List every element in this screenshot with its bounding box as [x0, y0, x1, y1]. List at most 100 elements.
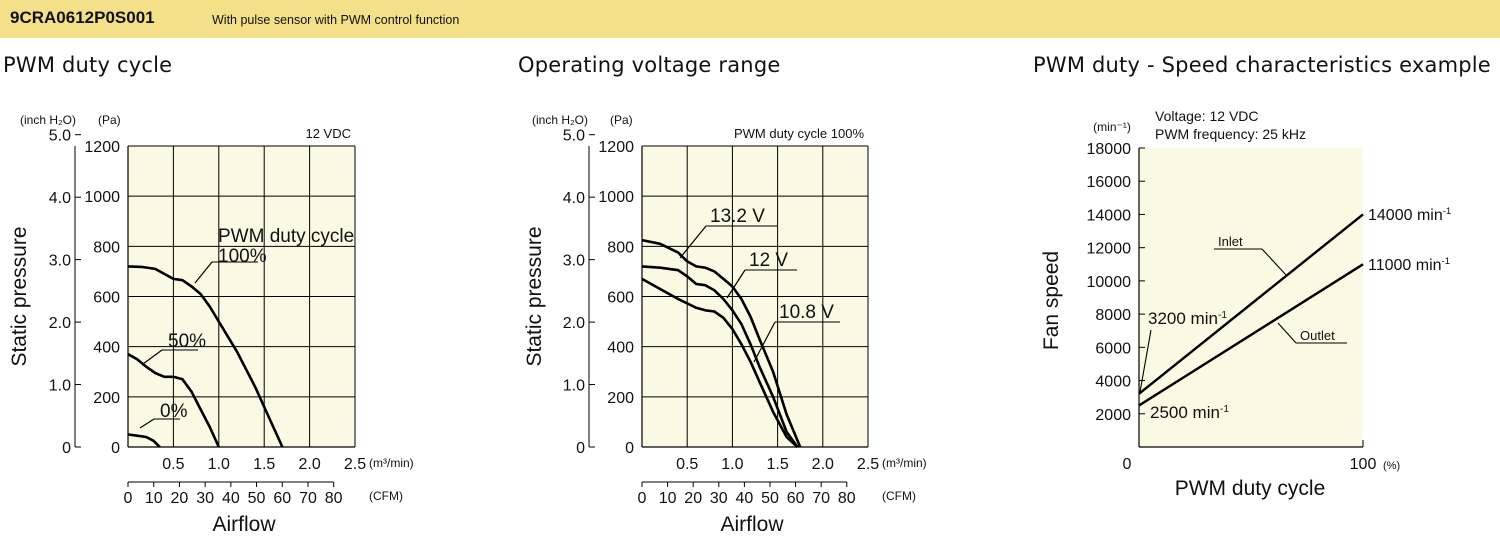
c1-x-tick-label: 2.5	[857, 456, 879, 473]
c2-y-tick-label: 2000	[1095, 407, 1131, 424]
c0-legend-heading: PWM duty cycle	[218, 226, 354, 247]
c1-y-axis-title: Static pressure	[523, 226, 546, 366]
c2-y-tick-label: 18000	[1087, 141, 1132, 158]
c1-y2-tick-label: 2.0	[563, 315, 585, 332]
c1-series-label-0: 13.2 V	[710, 206, 765, 227]
c1-x-axis-title: Airflow	[720, 513, 784, 536]
c2-label-leader	[1261, 248, 1288, 277]
c2-series-label-0: Inlet	[1218, 234, 1243, 249]
c0-y-axis-title: Static pressure	[8, 226, 31, 366]
c1-x-tick-label: 1.0	[721, 456, 743, 473]
c1-x-unit-label: (m³/min)	[882, 456, 927, 470]
c2-condition-label: PWM frequency: 25 kHz	[1155, 126, 1306, 142]
c0-x-unit-label: (m³/min)	[369, 456, 414, 470]
c1-y-tick-label: 0	[625, 440, 634, 457]
c1-x2-tick-label: 40	[735, 490, 753, 507]
c1-x2-tick-label: 10	[659, 490, 677, 507]
model-number: 9CRA0612P0S001	[10, 8, 155, 27]
c2-label-leader	[1277, 322, 1297, 344]
c2-x-tick-label: 100	[1350, 456, 1377, 473]
c0-y2-tick-label: 0	[62, 440, 71, 457]
c0-y-tick-label: 1000	[84, 189, 120, 206]
c0-x2-tick-label: 80	[325, 490, 343, 507]
c0-x-tick-label: 2.0	[298, 456, 320, 473]
c2-series-label-1: Outlet	[1300, 328, 1335, 343]
c1-x2-unit-label: (CFM)	[882, 489, 916, 503]
c0-label-leader	[142, 349, 163, 365]
c2-annotation-end-inlet: 14000 min-1	[1368, 206, 1451, 224]
c1-label-leader	[753, 321, 776, 363]
c0-condition-label: 12 VDC	[305, 126, 351, 141]
c2-y-tick-label: 4000	[1095, 374, 1131, 391]
c1-y-unit-label: (Pa)	[610, 113, 633, 127]
c0-x-tick-label: 1.0	[208, 456, 230, 473]
c0-x2-tick-label: 20	[171, 490, 189, 507]
c0-y-tick-label: 1200	[84, 139, 120, 156]
c0-y2-tick-label: 3.0	[49, 253, 71, 270]
c2-series-line-1	[1138, 263, 1364, 407]
c0-y-tick-label: 200	[93, 390, 120, 407]
c0-y-unit-label: (Pa)	[98, 113, 121, 127]
c1-x-tick-label: 1.5	[766, 456, 788, 473]
c1-y-tick-label: 200	[607, 390, 634, 407]
c1-series-label-1: 12 V	[749, 250, 788, 271]
c1-x2-tick-label: 30	[710, 490, 728, 507]
c2-y-tick-label: 6000	[1095, 340, 1131, 357]
c2-annotation-end-outlet: 11000 min-1	[1368, 256, 1450, 274]
c1-y-tick-label: 1000	[598, 189, 634, 206]
c0-series-label-0: 100%	[218, 246, 267, 267]
c1-y2-tick-label: 0	[576, 440, 585, 457]
c1-x2-tick-label: 70	[812, 490, 830, 507]
c2-x-tick-label: 0	[1123, 456, 1132, 473]
c0-y2-tick-label: 5.0	[49, 128, 71, 145]
c1-condition-label: PWM duty cycle 100%	[734, 126, 864, 141]
c1-x2-tick-label: 0	[638, 490, 647, 507]
c0-x2-tick-label: 0	[124, 490, 133, 507]
c1-y2-unit-label: (inch H₂O)	[532, 113, 588, 127]
c2-condition-label: Voltage: 12 VDC	[1155, 108, 1259, 124]
c0-y-tick-label: 800	[93, 239, 120, 256]
c0-x-tick-label: 0.5	[162, 456, 184, 473]
c1-x-tick-label: 2.0	[812, 456, 834, 473]
c0-x2-unit-label: (CFM)	[369, 489, 403, 503]
c2-y-tick-label: 10000	[1087, 274, 1132, 291]
c0-x2-tick-label: 50	[248, 490, 266, 507]
c1-y2-tick-label: 3.0	[563, 253, 585, 270]
c1-y2-tick-label: 4.0	[563, 190, 585, 207]
c0-y-tick-label: 0	[111, 440, 120, 457]
c0-label-leader	[139, 418, 155, 429]
c0-y2-unit-label: (inch H₂O)	[20, 113, 76, 127]
c0-x-tick-label: 1.5	[253, 456, 275, 473]
c0-series-line-0	[127, 265, 284, 448]
c2-y-tick-label: 8000	[1095, 307, 1131, 324]
c2-series-line-0	[1138, 213, 1364, 395]
c1-series-line-0	[641, 238, 802, 448]
c0-series-label-1: 50%	[168, 331, 206, 352]
c2-annotation-start-outlet: 2500 min-1	[1150, 403, 1229, 422]
c1-y-tick-label: 400	[607, 340, 634, 357]
model-description: With pulse sensor with PWM control funct…	[212, 13, 460, 27]
c2-y-axis-title: Fan speed	[1040, 251, 1063, 350]
panel-title-pwm-duty-cycle: PWM duty cycle	[3, 53, 173, 77]
c2-annotation-start-inlet: 3200 min-1	[1148, 309, 1227, 328]
c0-y-tick-label: 600	[93, 290, 120, 307]
c1-y2-tick-label: 5.0	[563, 128, 585, 145]
c1-x-tick-label: 0.5	[676, 456, 698, 473]
c1-x2-tick-label: 20	[684, 490, 702, 507]
c0-series-line-2	[127, 433, 161, 448]
c0-y2-tick-label: 2.0	[49, 315, 71, 332]
c0-x2-tick-label: 70	[299, 490, 317, 507]
c1-x2-tick-label: 80	[838, 490, 856, 507]
c1-y2-tick-label: 1.0	[563, 378, 585, 395]
c0-x2-tick-label: 10	[145, 490, 163, 507]
c1-series-line-2	[641, 277, 799, 448]
c0-x2-tick-label: 30	[196, 490, 214, 507]
c1-x2-tick-label: 50	[761, 490, 779, 507]
c2-y-tick-label: 12000	[1087, 241, 1132, 258]
panel-title-speed-characteristics: PWM duty - Speed characteristics example	[1033, 53, 1491, 77]
c1-x2-tick-label: 60	[787, 490, 805, 507]
c2-x-unit-label: (%)	[1383, 460, 1400, 472]
product-header: 9CRA0612P0S001 With pulse sensor with PW…	[0, 0, 1500, 38]
c2-y-tick-label: 14000	[1087, 207, 1132, 224]
